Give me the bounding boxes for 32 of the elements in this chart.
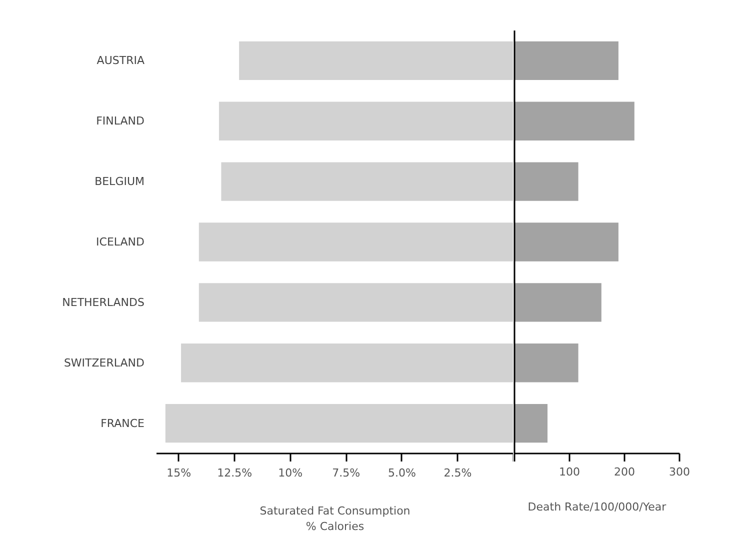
bar [198,283,513,322]
y-tick-label: AUSTRIA [96,54,145,68]
bar [514,404,548,443]
bar [165,404,513,443]
x-tick-label: 5.0% [388,466,416,480]
x-tick-label: 15% [166,466,192,480]
bar [218,102,513,140]
bar [514,162,578,201]
bar [221,162,513,201]
x-tick-label: 10% [278,466,303,480]
x-axis-title: Death Rate/100/000/Year [528,500,667,514]
x-tick-label: 7.5% [332,466,360,480]
bar [239,41,513,80]
x-tick-label: 100 [559,466,580,478]
bar [198,222,513,262]
x-tick-label: 2.5% [444,466,472,480]
bar [181,344,513,382]
y-tick-label: BELGIUM [94,175,144,188]
y-tick-label: SWITZERLAND [64,356,145,370]
bar [514,344,578,382]
bar [514,102,634,140]
bar [514,41,618,80]
y-tick-label: NETHERLANDS [62,296,145,309]
y-tick-label: FRANCE [100,416,145,430]
bar [514,283,602,322]
x-axis-title: Saturated Fat Consumption % Calories [260,504,410,534]
x-tick-label: 300 [669,466,690,478]
x-tick-label: 12.5% [217,466,252,480]
bar [514,222,618,262]
y-tick-label: ICELAND [96,236,145,248]
y-tick-label: FINLAND [96,114,144,128]
x-tick-label: 200 [614,466,635,478]
